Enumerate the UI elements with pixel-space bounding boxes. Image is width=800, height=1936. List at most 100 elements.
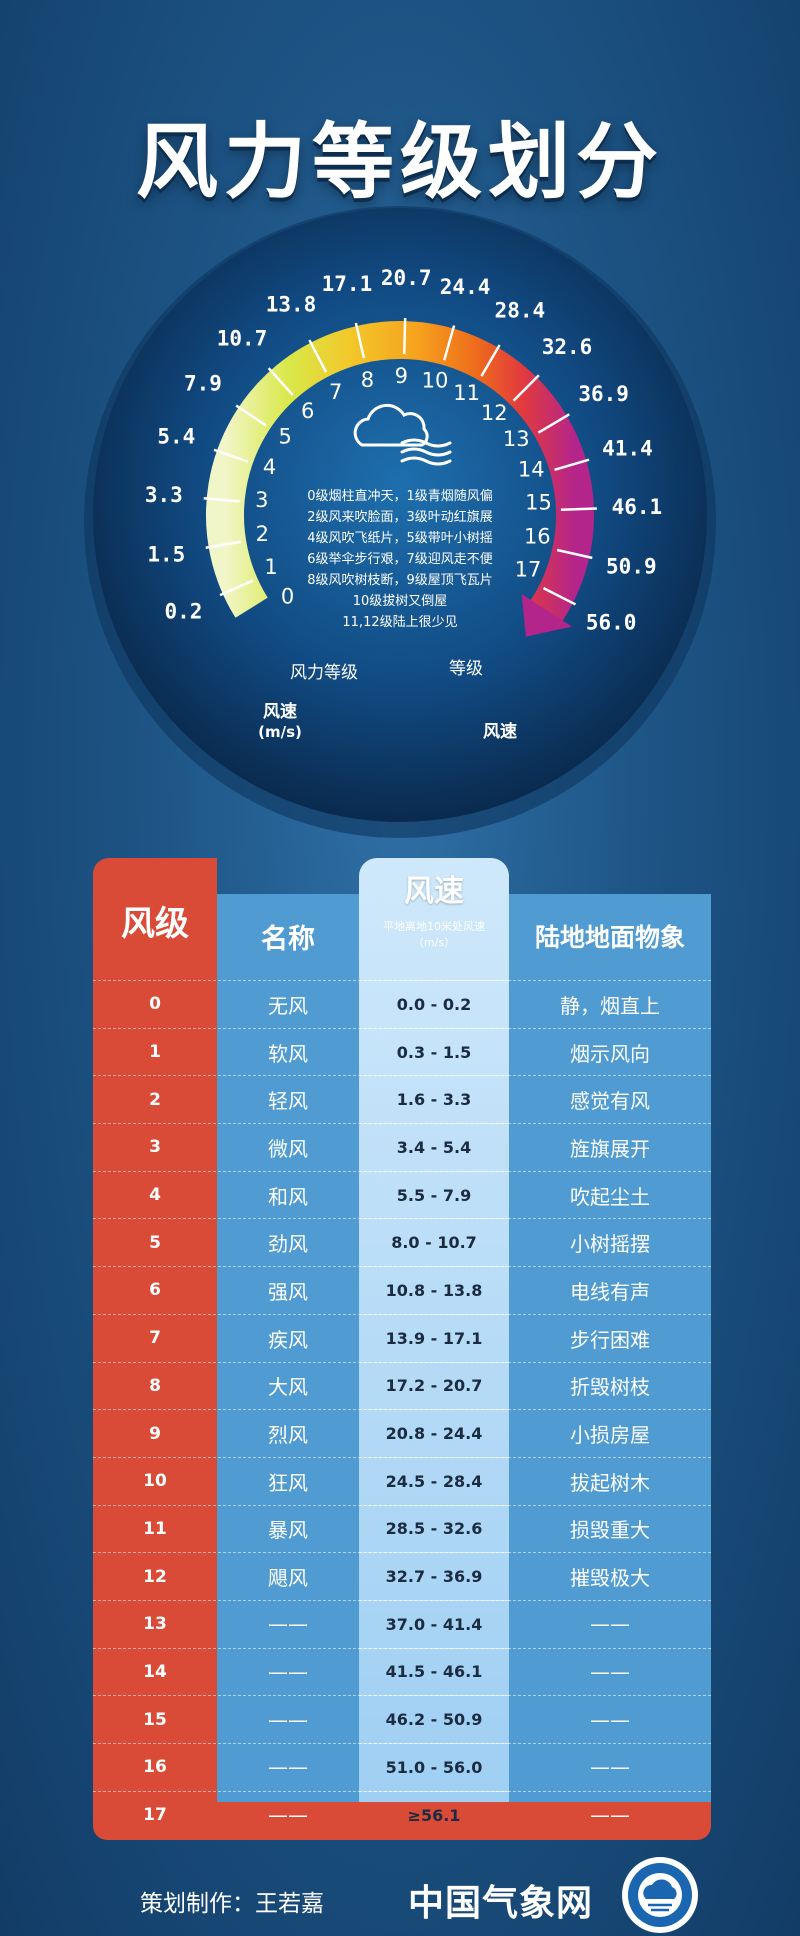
mnemonic-line: 4级风吹飞纸片，5级带叶小树摇 — [307, 531, 493, 546]
land-cell: 烟示风向 — [570, 1041, 650, 1066]
level-cell: 12 — [143, 1566, 167, 1587]
speed-unit-left: (m/s) — [258, 723, 302, 741]
cloud-wind-icon — [353, 403, 452, 466]
tick-line — [219, 579, 254, 597]
tick-line — [354, 322, 366, 359]
wind-scale-table: 风级 名称 风速 平地离地10米处风速 （m/s） 陆地地面物象 0 无风 0.0 … — [93, 858, 713, 1840]
land-cell: —— — [590, 1659, 630, 1684]
level-cell: 5 — [149, 1232, 161, 1253]
header-speed-sub: 平地离地10米处风速 — [383, 920, 485, 933]
name-cell: 烈风 — [268, 1423, 308, 1448]
name-cell: 飓风 — [268, 1566, 308, 1591]
land-cell: 小树摇摆 — [570, 1232, 650, 1257]
level-cell: 3 — [149, 1137, 161, 1158]
land-cell: 旌旗展开 — [570, 1136, 650, 1161]
level-cell: 2 — [149, 1089, 161, 1110]
speed-cell: 0.3 - 1.5 — [359, 1027, 509, 1076]
land-cell: 折毁树枝 — [570, 1375, 650, 1400]
header-level: 风级 — [121, 903, 189, 944]
name-cell: 狂风 — [268, 1470, 308, 1495]
table-row: 4 和风 5.5 - 7.9 吹起尘土 — [93, 1170, 711, 1219]
table-row: 16 —— 51.0 - 56.0 —— — [93, 1743, 711, 1791]
tick-line — [556, 548, 593, 560]
table-row: 3 微风 3.4 - 5.4 旌旗展开 — [93, 1123, 711, 1171]
level-tick-label: 1 — [264, 555, 277, 579]
header-speed-unit: （m/s） — [412, 936, 456, 949]
table-row: 6 强风 10.8 - 13.8 电线有声 — [93, 1266, 711, 1314]
speed-cell: 37.0 - 41.4 — [359, 1599, 509, 1648]
level-tick-label: 17 — [515, 557, 542, 581]
tick-line — [480, 344, 501, 377]
level-cell: 8 — [149, 1375, 161, 1396]
table-row: 7 疾风 13.9 - 17.1 步行困难 — [93, 1313, 711, 1362]
name-cell: 疾风 — [268, 1327, 308, 1352]
speed-cell: 41.5 - 46.1 — [359, 1647, 509, 1696]
table-row: 13 —— 37.0 - 41.4 —— — [93, 1599, 711, 1648]
speed-cell: 51.0 - 56.0 — [359, 1743, 509, 1791]
land-cell: —— — [590, 1612, 630, 1637]
speed-tick-label: 46.1 — [612, 495, 663, 519]
mnemonic-line: 0级烟柱直冲天，1级青烟随风偏 — [307, 489, 493, 504]
speed-cell: 8.0 - 10.7 — [359, 1218, 509, 1266]
level-cell: 4 — [149, 1185, 161, 1206]
header-speed-title: 风速 — [404, 874, 464, 909]
mnemonic-line: 6级举伞步行艰，7级迎风走不便 — [307, 552, 493, 567]
speed-labels: 0.2 1.5 3.3 5.4 7.9 10.7 13.817.1 20.7 24.428.4 3… — [145, 266, 662, 635]
land-cell: —— — [590, 1755, 630, 1780]
speed-tick-label: 1.5 — [147, 542, 185, 566]
speed-tick-label: 3.3 — [145, 483, 183, 507]
speed-column-bg — [359, 858, 509, 1802]
speed-tick-label: 17.1 — [322, 272, 373, 296]
land-cell: 损毁重大 — [570, 1518, 650, 1543]
level-cell: 1 — [149, 1042, 161, 1063]
name-cell: 无风 — [268, 993, 308, 1018]
level-cell: 11 — [143, 1518, 167, 1539]
name-cell: 大风 — [268, 1375, 308, 1400]
level-tick-label: 14 — [518, 457, 545, 481]
speed-tick-label: 7.9 — [184, 371, 222, 395]
speed-cell: 32.7 - 36.9 — [359, 1552, 509, 1600]
table-row: 2 轻风 1.6 - 3.3 感觉有风 — [93, 1075, 711, 1123]
level-tick-label: 12 — [481, 401, 508, 425]
grade-label: 等级 — [449, 659, 483, 679]
credit-text: 策划制作：王若嘉 — [140, 1891, 324, 1917]
level-cell: 7 — [149, 1328, 161, 1349]
header-speed: 风速 平地离地10米处风速 （m/s） — [359, 866, 509, 950]
name-cell: 轻风 — [268, 1089, 308, 1114]
speed-tick-label: 13.8 — [266, 293, 317, 317]
table-row: 15 —— 46.2 - 50.9 —— — [93, 1695, 711, 1743]
land-cell: —— — [590, 1707, 630, 1732]
tick-line — [213, 448, 249, 463]
level-cell: 14 — [143, 1661, 167, 1682]
mnemonic-line: 10级拔树又倒屋 — [352, 594, 448, 609]
level-tick-label: 10 — [422, 368, 449, 392]
speed-tick-label: 0.2 — [165, 599, 203, 623]
land-cell: 感觉有风 — [570, 1089, 650, 1114]
land-cell: 摧毁极大 — [570, 1566, 650, 1591]
speed-cell: 46.2 - 50.9 — [359, 1695, 509, 1743]
speed-tick-label: 36.9 — [578, 382, 629, 406]
name-cell: 强风 — [268, 1279, 308, 1304]
brand-name: 中国气象网 — [408, 1883, 594, 1924]
wind-mnemonic: 0级烟柱直冲天，1级青烟随风偏 2级风来吹脸面，3级叶动红旗展 4级风吹飞纸片，5级… — [272, 486, 528, 633]
land-cell: 步行困难 — [570, 1327, 650, 1352]
level-tick-label: 16 — [524, 525, 551, 549]
table-row: 0 无风 0.0 - 0.2 静，烟直上 — [93, 980, 711, 1028]
speed-label-right: 风速 — [483, 721, 517, 742]
name-cell: —— — [268, 1755, 308, 1780]
speed-cell: 0.0 - 0.2 — [359, 980, 509, 1028]
speed-cell: 10.8 - 13.8 — [359, 1266, 509, 1314]
level-cell: 17 — [143, 1805, 167, 1826]
level-cell: 0 — [149, 994, 161, 1015]
table-row: 12 飓风 32.7 - 36.9 摧毁极大 — [93, 1552, 711, 1600]
speed-tick-label: 32.6 — [542, 335, 593, 359]
tick-line — [267, 367, 294, 396]
table-row: 17 —— ≥56.1 —— — [93, 1790, 711, 1839]
level-tick-label: 6 — [301, 399, 314, 423]
level-tick-label: 2 — [256, 522, 269, 546]
level-tick-label: 8 — [361, 368, 374, 392]
mnemonic-line: 2级风来吹脸面，3级叶动红旗展 — [307, 510, 493, 525]
land-cell: —— — [590, 1803, 630, 1828]
level-tick-label: 0 — [281, 585, 294, 609]
